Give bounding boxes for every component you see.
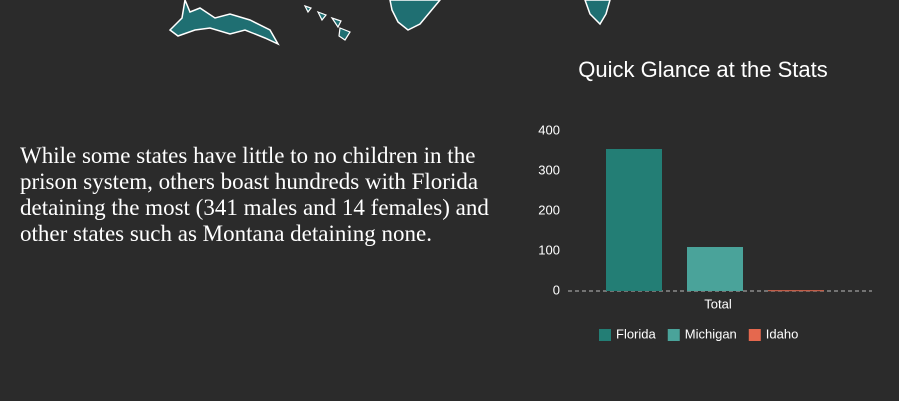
chart-title: Quick Glance at the Stats — [578, 57, 827, 82]
y-tick-label: 300 — [538, 162, 560, 177]
map-hawaii — [303, 4, 351, 41]
legend-label: Florida — [616, 326, 657, 341]
bar — [606, 149, 662, 291]
legend-label: Michigan — [685, 326, 737, 341]
legend-swatch — [667, 329, 680, 341]
y-tick-label: 400 — [538, 122, 560, 137]
x-tick-label: Total — [704, 296, 732, 311]
map-alaska — [168, 0, 280, 46]
bar — [687, 247, 743, 291]
legend-swatch — [748, 329, 761, 341]
map-florida — [389, 0, 441, 31]
legend-label: Idaho — [766, 326, 799, 341]
paragraph: While some states have little to no chil… — [20, 143, 489, 246]
legend-swatch — [599, 329, 611, 341]
y-tick-label: 200 — [538, 202, 560, 217]
bar — [768, 290, 824, 292]
y-tick-label: 0 — [553, 282, 560, 297]
y-tick-label: 100 — [538, 242, 560, 257]
map-coast — [584, 0, 611, 26]
